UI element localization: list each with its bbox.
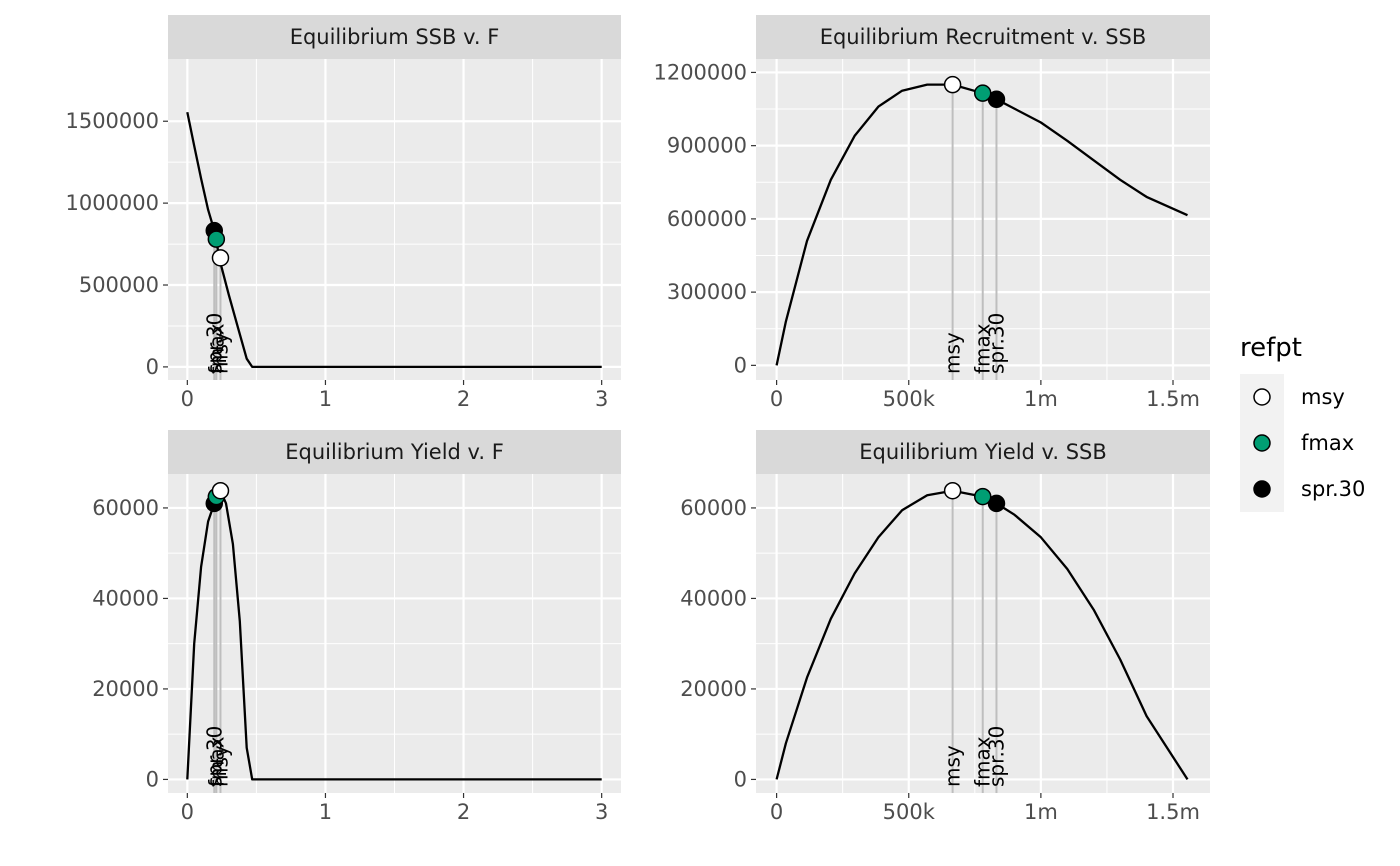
- series-line: [775, 489, 1189, 781]
- panel-strip: [168, 15, 621, 59]
- panel-title: Equilibrium Yield v. F: [285, 440, 504, 464]
- y-tick-label: 500000: [79, 273, 159, 297]
- refpt-label-fmax: fmax: [204, 736, 228, 787]
- panel-title: Equilibrium Yield v. SSB: [859, 440, 1107, 464]
- y-tick-label: 40000: [92, 586, 159, 610]
- legend-entry-msy: msy: [1301, 385, 1345, 409]
- refpt-point-msy: [211, 249, 230, 267]
- refpt-label-fmax: fmax: [971, 323, 995, 374]
- refpt-point-fmax: [973, 487, 992, 506]
- legend-key-spr30: [1253, 480, 1271, 498]
- x-tick-label: 0: [770, 387, 783, 411]
- panel-title: Equilibrium SSB v. F: [290, 25, 500, 49]
- refpt-label-spr30: spr.30: [202, 313, 226, 374]
- refpt-label-spr30: spr.30: [984, 313, 1008, 374]
- y-tick-label: 40000: [680, 586, 747, 610]
- y-tick-label: 60000: [680, 496, 747, 520]
- y-tick-label: 60000: [92, 496, 159, 520]
- x-tick-label: 1.5m: [1146, 387, 1200, 411]
- x-tick-label: 1: [319, 800, 332, 824]
- x-tick-label: 1: [319, 387, 332, 411]
- refpt-point-msy: [211, 481, 230, 500]
- y-tick-label: 20000: [92, 677, 159, 701]
- y-tick-label: 0: [146, 355, 159, 379]
- x-tick-label: 1m: [1024, 387, 1058, 411]
- refpt-label-spr30: spr.30: [202, 726, 226, 787]
- x-tick-label: 1.5m: [1146, 800, 1200, 824]
- y-tick-label: 0: [146, 767, 159, 791]
- refpt-point-fmax: [973, 84, 992, 102]
- panel-1: Equilibrium SSB v. F 0 1 2 3 0 500000 1000000 15…: [65, 15, 621, 411]
- legend-key-msy: [1253, 388, 1271, 406]
- y-tick-label: 1500000: [65, 109, 159, 133]
- panel-title: Equilibrium Recruitment v. SSB: [820, 25, 1147, 49]
- y-tick-label: 900000: [667, 134, 747, 158]
- refpt-label-msy: msy: [941, 745, 965, 787]
- legend-entry-fmax: fmax: [1301, 431, 1354, 455]
- x-tick-label: 0: [181, 387, 194, 411]
- refpt-point-fmax: [207, 230, 226, 248]
- y-tick-label: 1200000: [653, 60, 747, 84]
- legend-key-fmax: [1253, 434, 1271, 452]
- x-tick-label: 3: [595, 387, 608, 411]
- y-tick-label: 0: [734, 353, 747, 377]
- y-tick-label: 1000000: [65, 191, 159, 215]
- refpt-point-msy: [943, 481, 962, 500]
- panel-2: Equilibrium Recruitment v. SSB 0 500k 1m 1.5…: [653, 15, 1210, 411]
- refpt-label-msy: msy: [208, 745, 232, 787]
- x-tick-label: 500k: [883, 800, 936, 824]
- x-tick-label: 2: [457, 387, 470, 411]
- panel-strip: [756, 430, 1210, 474]
- y-tick-label: 20000: [680, 677, 747, 701]
- x-tick-label: 500k: [883, 387, 936, 411]
- legend-entry-spr30: spr.30: [1301, 477, 1365, 501]
- refpt-label-fmax: fmax: [204, 323, 228, 374]
- panel-3: Equilibrium Yield v. F 0 1 2 3 0 20000 40000 600…: [92, 430, 621, 824]
- legend: refpt msy fmax spr.30: [1240, 333, 1365, 512]
- x-tick-label: 0: [770, 800, 783, 824]
- y-tick-label: 0: [734, 767, 747, 791]
- x-tick-label: 2: [457, 800, 470, 824]
- y-tick-label: 300000: [667, 280, 747, 304]
- x-tick-label: 0: [181, 800, 194, 824]
- panel-4: Equilibrium Yield v. SSB 0 500k 1m 1.5m 0 2000…: [680, 430, 1210, 824]
- refpt-label-msy: msy: [941, 332, 965, 374]
- refpt-label-spr30: spr.30: [984, 726, 1008, 787]
- y-tick-label: 600000: [667, 207, 747, 231]
- panel-strip: [756, 15, 1210, 59]
- series-line: [186, 489, 602, 781]
- series-line: [186, 111, 602, 369]
- refpt-point-spr30: [987, 494, 1006, 513]
- panel-strip: [168, 430, 621, 474]
- x-tick-label: 3: [595, 800, 608, 824]
- refpt-label-msy: msy: [208, 332, 232, 374]
- refpt-label-fmax: fmax: [971, 736, 995, 787]
- refpt-point-msy: [943, 75, 962, 94]
- x-tick-label: 1m: [1024, 800, 1058, 824]
- legend-title: refpt: [1240, 333, 1302, 363]
